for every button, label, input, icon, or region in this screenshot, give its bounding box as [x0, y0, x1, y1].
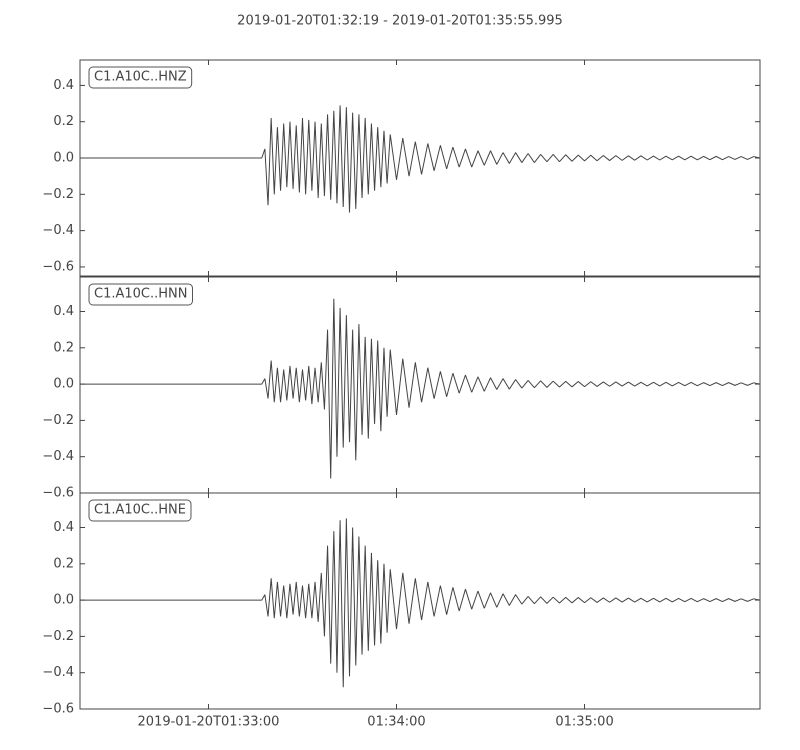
y-tick-label: 0.0	[53, 151, 74, 166]
y-tick-label: 0.2	[53, 340, 74, 355]
x-tick-label: 01:35:00	[555, 715, 613, 730]
plot-frame	[79, 492, 761, 710]
trace-label: C1.A10C..HNE	[94, 503, 186, 518]
y-tick-label: −0.2	[42, 413, 74, 428]
x-tick-label: 01:34:00	[367, 715, 425, 730]
y-tick-label: 0.0	[53, 593, 74, 608]
trace-label-box	[88, 499, 192, 522]
plot-frame	[79, 59, 761, 277]
y-tick-label: −0.6	[42, 486, 74, 501]
y-tick-label: −0.6	[42, 259, 74, 274]
y-tick-label: −0.4	[42, 665, 74, 680]
y-tick-label: 0.4	[53, 78, 74, 93]
y-tick-label: 0.2	[53, 114, 74, 129]
y-tick-label: 0.2	[53, 556, 74, 571]
y-tick-label: −0.6	[42, 702, 74, 717]
trace-label: C1.A10C..HNN	[94, 287, 187, 302]
trace-label-box	[88, 66, 193, 89]
trace-label-box	[88, 283, 193, 306]
waveform	[80, 105, 761, 213]
x-tick-label: 2019-01-20T01:33:00	[138, 715, 280, 730]
waveform	[80, 298, 761, 479]
y-tick-label: 0.4	[53, 304, 74, 319]
waveform	[80, 518, 761, 688]
y-tick-label: 0.0	[53, 377, 74, 392]
trace-label: C1.A10C..HNZ	[94, 70, 187, 85]
chart-title: 2019-01-20T01:32:19 - 2019-01-20T01:35:5…	[237, 14, 563, 29]
y-tick-label: 0.4	[53, 520, 74, 535]
y-tick-label: −0.2	[42, 629, 74, 644]
y-tick-label: −0.2	[42, 187, 74, 202]
y-tick-label: −0.4	[42, 449, 74, 464]
y-tick-label: −0.4	[42, 223, 74, 238]
